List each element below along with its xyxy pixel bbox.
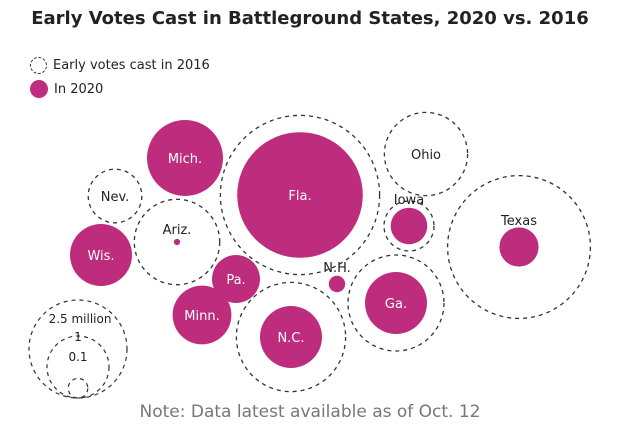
filled-circle-icon <box>30 80 48 98</box>
scale-ring-2 <box>67 377 89 399</box>
bubble-2020-minn <box>172 285 232 345</box>
bubble-2020-nh <box>328 275 346 293</box>
state-label-wis: Wis. <box>87 249 114 264</box>
bubble-2020-ga <box>365 272 427 334</box>
state-label-nev: Nev. <box>101 190 130 205</box>
state-label-nh: N.H. <box>323 261 351 276</box>
ring-2016-ga <box>347 254 445 352</box>
bubble-2020-mich <box>147 120 223 196</box>
bubble-2020-pa <box>212 255 260 303</box>
dashed-circle-icon <box>30 57 47 74</box>
footnote: Note: Data latest available as of Oct. 1… <box>139 402 481 422</box>
bubble-2020-wis <box>70 224 132 286</box>
state-label-mich: Mich. <box>168 152 202 167</box>
scale-label-1: 1 <box>74 330 82 344</box>
state-label-fla: Fla. <box>288 189 311 204</box>
state-label-texas: Texas <box>500 214 537 229</box>
legend-label-2020: In 2020 <box>54 81 104 97</box>
state-label-ohio: Ohio <box>411 148 441 163</box>
state-label-nc: N.C. <box>277 331 304 346</box>
legend-label-2016: Early votes cast in 2016 <box>53 58 210 73</box>
bubble-2020-ariz <box>173 238 181 246</box>
bubble-2020-texas <box>499 227 539 267</box>
scale-label-2: 0.1 <box>68 350 87 364</box>
chart-title: Early Votes Cast in Battleground States,… <box>31 8 589 29</box>
bubble-2020-fla <box>237 132 363 258</box>
ring-2016-iowa <box>383 200 435 252</box>
legend-item-2016: Early votes cast in 2016 <box>30 57 210 74</box>
state-label-iowa: Iowa <box>394 193 424 208</box>
scale-ring-0 <box>28 299 128 399</box>
size-scale: 2.5 million 1 0.1 <box>28 299 128 399</box>
legend-item-2020: In 2020 <box>30 80 103 98</box>
scale-label-0: 2.5 million <box>49 312 112 326</box>
state-labels: Mich. Fla. Ohio Nev. Ariz. Wis. Iowa Texas Pa. N.… <box>87 148 537 346</box>
ring-2016-ariz <box>133 198 221 286</box>
ring-2016-nev <box>87 168 143 224</box>
ring-2016-ohio <box>383 111 469 197</box>
ring-2016-nc <box>235 281 347 393</box>
bubble-2020-nc <box>260 306 322 368</box>
state-label-minn: Minn. <box>184 309 219 324</box>
scale-ring-1 <box>46 335 110 399</box>
state-label-pa: Pa. <box>226 273 245 288</box>
state-label-ariz: Ariz. <box>163 223 192 238</box>
state-label-ga: Ga. <box>385 297 407 312</box>
ring-2016-texas <box>446 174 592 320</box>
ring-2016-fla <box>219 114 381 276</box>
bubbles-2020 <box>70 120 539 368</box>
bubble-2020-iowa <box>390 207 428 245</box>
